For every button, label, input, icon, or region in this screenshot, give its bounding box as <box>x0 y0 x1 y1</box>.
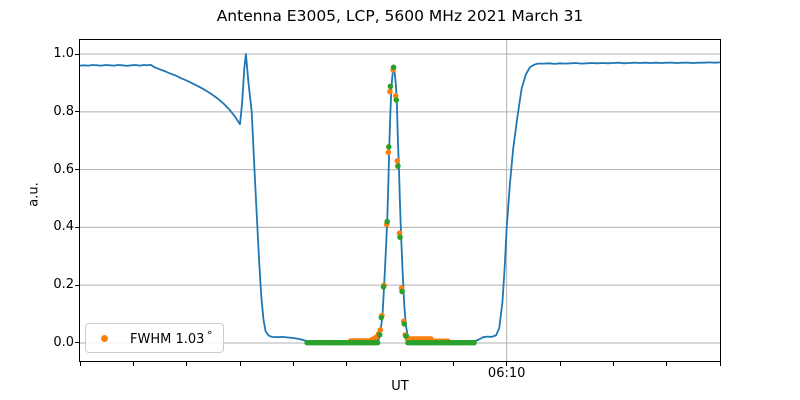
scatter-point <box>403 333 409 339</box>
scatter-point <box>387 83 394 90</box>
scatter-point <box>385 149 392 156</box>
x-tick-mark <box>292 362 294 366</box>
plot-area: FWHM 1.03 ° <box>79 39 721 362</box>
x-tick-mark <box>399 362 401 366</box>
x-tick-mark <box>559 362 561 366</box>
scatter-point <box>376 332 383 338</box>
x-axis-label: UT <box>391 379 409 394</box>
scatter-point <box>393 97 400 103</box>
x-tick-label: 06:10 <box>487 366 526 381</box>
y-tick-mark <box>75 53 79 55</box>
scatter-point <box>394 158 401 164</box>
scatter-point <box>384 218 391 225</box>
y-tick-mark <box>75 226 79 228</box>
x-tick-mark <box>132 362 134 366</box>
x-tick-mark <box>452 362 454 366</box>
y-tick-label: 0.6 <box>53 161 74 177</box>
scatter-point <box>395 163 401 169</box>
y-axis-label: a.u. <box>26 182 42 207</box>
y-tick-mark <box>75 169 79 171</box>
scatter-point <box>390 64 397 71</box>
y-tick-label: 0.2 <box>53 277 74 293</box>
scatter-point <box>401 321 408 327</box>
y-tick-label: 1.0 <box>53 46 74 62</box>
y-tick-mark <box>75 342 79 344</box>
y-tick-label: 0.0 <box>53 334 74 350</box>
scatter-point <box>392 93 399 99</box>
scatter-point <box>380 284 387 290</box>
legend: FWHM 1.03 ° <box>85 323 224 353</box>
x-tick-mark <box>79 362 81 366</box>
x-tick-mark <box>506 362 508 366</box>
legend-marker-dot <box>101 334 108 342</box>
x-tick-mark <box>719 362 721 366</box>
x-tick-mark <box>346 362 348 366</box>
scatter-point <box>386 144 392 150</box>
scatter-point <box>377 327 384 333</box>
x-tick-mark <box>666 362 668 366</box>
series-line-signal <box>80 53 720 343</box>
y-tick-label: 0.4 <box>53 219 74 235</box>
legend-label: FWHM 1.03 ° <box>130 329 213 347</box>
x-tick-mark <box>612 362 614 366</box>
y-tick-mark <box>75 111 79 113</box>
scatter-point <box>387 88 393 95</box>
scatter-point <box>374 339 381 346</box>
x-tick-mark <box>186 362 188 366</box>
degree-symbol: ° <box>207 329 213 342</box>
scatter-point <box>399 288 405 295</box>
x-tick-mark <box>239 362 241 366</box>
scatter-point <box>378 314 385 321</box>
y-tick-mark <box>75 284 79 286</box>
plot-svg <box>80 40 720 361</box>
chart-title: Antenna E3005, LCP, 5600 MHz 2021 March … <box>216 7 584 25</box>
scatter-point <box>471 339 477 346</box>
scatter-point <box>397 234 403 240</box>
y-tick-label: 0.8 <box>53 103 74 119</box>
